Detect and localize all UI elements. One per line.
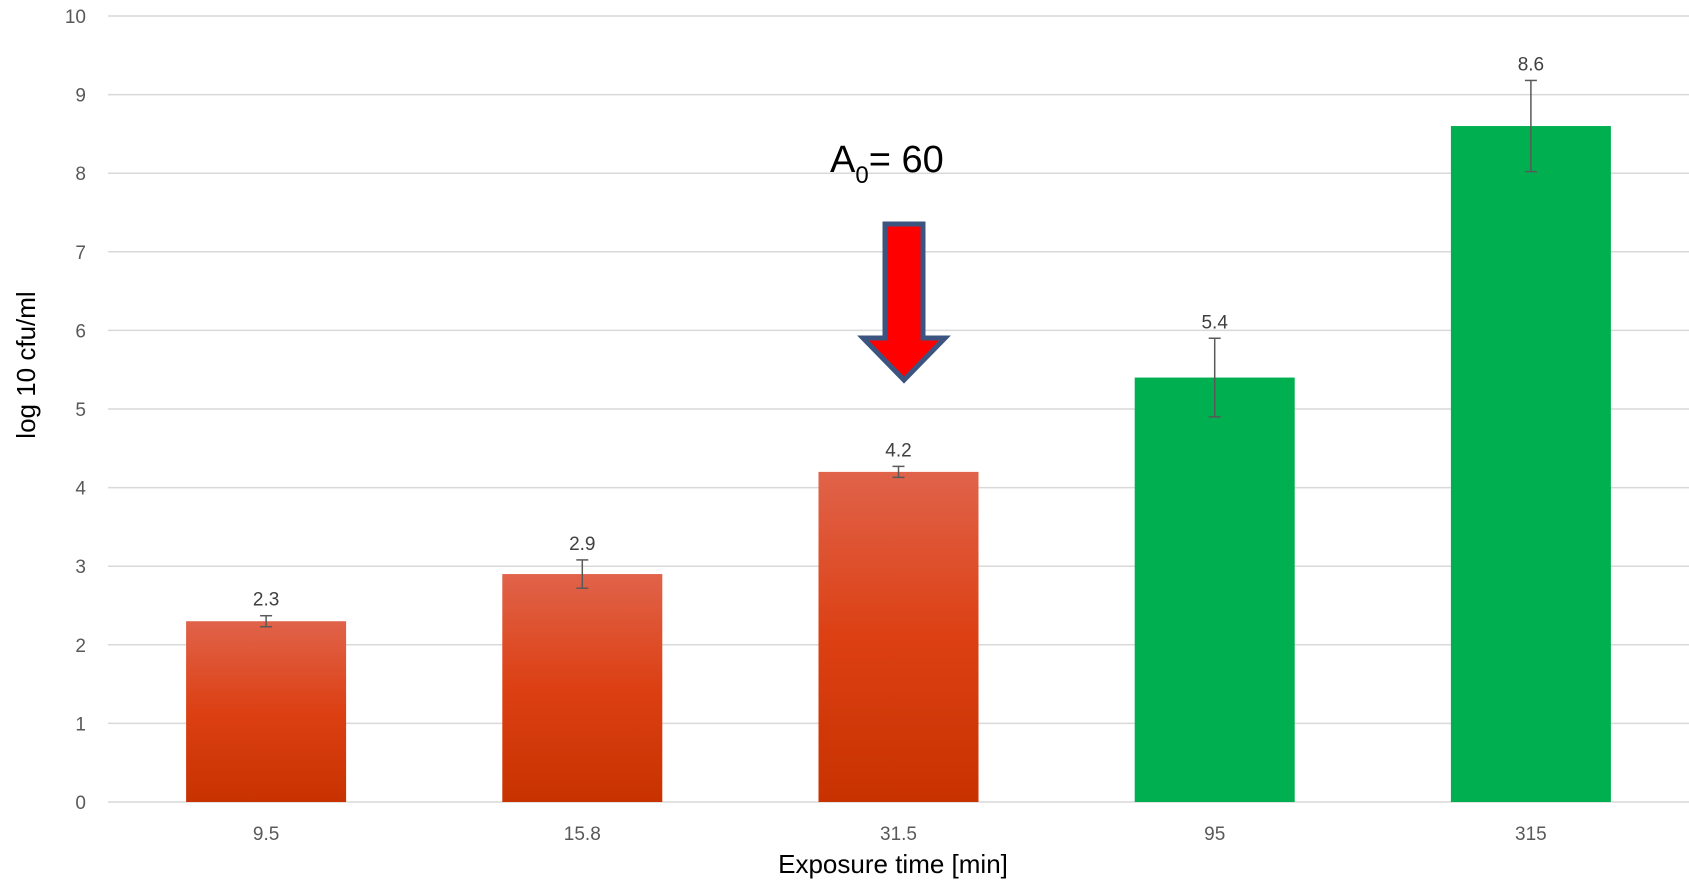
bar — [186, 621, 347, 802]
annotation-main: A — [830, 139, 856, 181]
bar — [1450, 126, 1611, 803]
y-tick-label: 5 — [75, 400, 86, 421]
data-label: 5.4 — [1201, 312, 1228, 333]
data-labels: 2.3 2.9 4.2 5.4 8.6 — [253, 54, 1544, 610]
x-tick-label: 31.5 — [880, 824, 917, 845]
annotation-rest: = 60 — [869, 139, 944, 181]
x-axis-ticks: 9.5 15.8 31.5 95 315 — [253, 824, 1547, 845]
y-tick-label: 4 — [75, 479, 86, 500]
bar — [1134, 377, 1295, 802]
x-tick-label: 315 — [1515, 824, 1547, 845]
y-tick-label: 2 — [75, 636, 86, 657]
bars — [186, 126, 1611, 803]
annotation-label: A0= 60 — [830, 139, 944, 189]
error-bars — [260, 79, 1537, 628]
y-axis-ticks: 0 1 2 3 4 5 6 7 8 9 10 — [65, 7, 87, 814]
x-tick-label: 15.8 — [564, 824, 601, 845]
x-axis-title: Exposure time [min] — [778, 849, 1008, 879]
y-tick-label: 6 — [75, 321, 86, 342]
y-axis-title: log 10 cfu/ml — [11, 291, 41, 438]
y-tick-label: 3 — [75, 557, 86, 578]
data-label: 2.3 — [253, 590, 279, 611]
bar — [818, 471, 979, 802]
y-tick-label: 10 — [65, 7, 86, 28]
annotation: A0= 60 — [830, 139, 951, 384]
x-tick-label: 95 — [1204, 824, 1225, 845]
annotation-subscript: 0 — [855, 162, 868, 189]
data-label: 4.2 — [885, 440, 911, 461]
y-tick-label: 9 — [75, 86, 86, 107]
y-tick-label: 7 — [75, 243, 86, 264]
data-label: 8.6 — [1518, 54, 1544, 75]
y-tick-label: 0 — [75, 793, 86, 814]
down-arrow-icon — [857, 221, 951, 384]
y-tick-label: 1 — [75, 714, 86, 735]
x-tick-label: 9.5 — [253, 824, 279, 845]
data-label: 2.9 — [569, 534, 595, 555]
y-tick-label: 8 — [75, 164, 86, 185]
bar — [502, 574, 663, 802]
